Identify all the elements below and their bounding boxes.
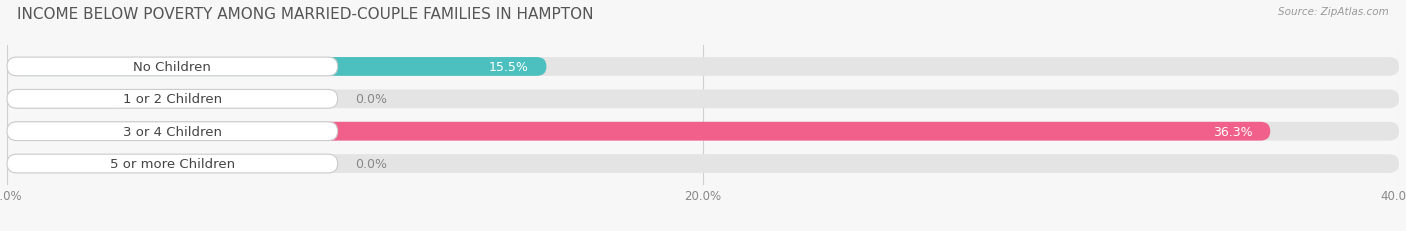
Text: 36.3%: 36.3% xyxy=(1213,125,1253,138)
FancyBboxPatch shape xyxy=(7,90,122,109)
Text: INCOME BELOW POVERTY AMONG MARRIED-COUPLE FAMILIES IN HAMPTON: INCOME BELOW POVERTY AMONG MARRIED-COUPL… xyxy=(17,7,593,22)
Text: 1 or 2 Children: 1 or 2 Children xyxy=(122,93,222,106)
FancyBboxPatch shape xyxy=(7,122,1270,141)
Text: 0.0%: 0.0% xyxy=(354,93,387,106)
FancyBboxPatch shape xyxy=(7,58,547,76)
FancyBboxPatch shape xyxy=(7,122,337,141)
Text: No Children: No Children xyxy=(134,61,211,74)
FancyBboxPatch shape xyxy=(7,122,1399,141)
FancyBboxPatch shape xyxy=(7,58,337,76)
Text: 15.5%: 15.5% xyxy=(489,61,529,74)
FancyBboxPatch shape xyxy=(7,90,337,109)
Text: 3 or 4 Children: 3 or 4 Children xyxy=(122,125,222,138)
FancyBboxPatch shape xyxy=(7,155,1399,173)
FancyBboxPatch shape xyxy=(7,58,1399,76)
FancyBboxPatch shape xyxy=(7,155,337,173)
Text: Source: ZipAtlas.com: Source: ZipAtlas.com xyxy=(1278,7,1389,17)
FancyBboxPatch shape xyxy=(7,155,122,173)
Text: 0.0%: 0.0% xyxy=(354,157,387,170)
Text: 5 or more Children: 5 or more Children xyxy=(110,157,235,170)
FancyBboxPatch shape xyxy=(7,90,1399,109)
